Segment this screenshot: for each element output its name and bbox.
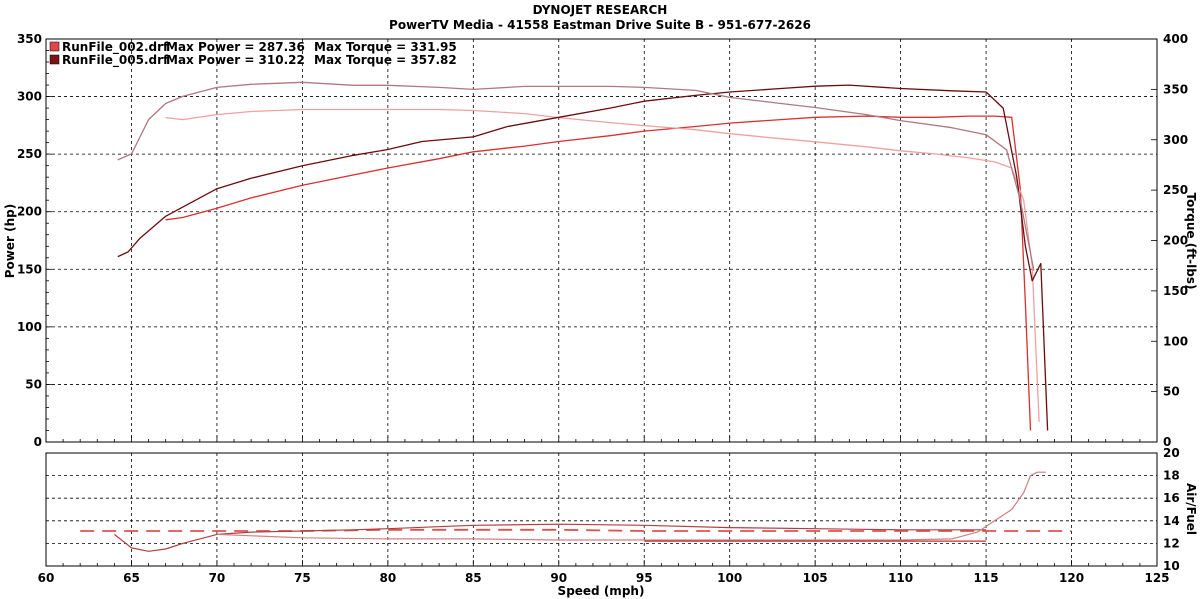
x-tick-label: 60: [38, 571, 55, 585]
x-tick-label: 90: [550, 571, 567, 585]
y-tick-label-power: 100: [17, 320, 42, 334]
y-tick-label-torque: 250: [1163, 183, 1188, 197]
x-tick-label: 120: [1059, 571, 1084, 585]
y-tick-label-torque: 100: [1163, 334, 1188, 348]
y-tick-label-afr: 18: [1163, 469, 1180, 483]
y-axis-label-power: Power (hp): [3, 204, 17, 278]
y-tick-label-torque: 150: [1163, 284, 1188, 298]
legend-max-power-run-002: Max Power = 287.36: [166, 40, 305, 54]
x-tick-label: 110: [888, 571, 913, 585]
y-axis-label-afr: Air/Fuel: [1184, 483, 1198, 535]
x-tick-label: 100: [717, 571, 742, 585]
afr-series: [80, 471, 1072, 552]
legend-max-torque-run-002: Max Torque = 331.95: [314, 40, 457, 54]
chart-title: DYNOJET RESEARCH: [532, 3, 668, 17]
y-tick-label-torque: 350: [1163, 82, 1188, 96]
series-line-2: [165, 108, 1040, 422]
power-plot-area: [45, 38, 1158, 443]
power-torque-series: [117, 81, 1049, 431]
afr-grid: [46, 453, 1157, 566]
afr-line-3: [216, 471, 1046, 541]
y-tick-label-torque: 200: [1163, 234, 1188, 248]
y-tick-label-torque: 300: [1163, 133, 1188, 147]
y-tick-label-power: 250: [17, 147, 42, 161]
axis-ticks: 60 65 70 75 80 85 90 95 100 105 110 115 120 125050100…: [17, 32, 1188, 585]
y-tick-label-afr: 10: [1163, 559, 1180, 573]
legend-swatch-run-002: [49, 41, 60, 52]
x-tick-label: 105: [803, 571, 828, 585]
x-tick-label: 65: [123, 571, 140, 585]
x-tick-label: 70: [209, 571, 226, 585]
y-tick-label-power: 0: [34, 435, 42, 449]
legend-max-torque-run-005: Max Torque = 357.82: [314, 53, 457, 67]
chart-subtitle: PowerTV Media - 41558 Eastman Drive Suit…: [389, 18, 811, 32]
y-tick-label-power: 350: [17, 32, 42, 46]
x-tick-label: 125: [1144, 571, 1169, 585]
x-tick-label: 95: [636, 571, 653, 585]
series-line-4: [117, 81, 1035, 271]
x-tick-label: 75: [294, 571, 311, 585]
series-line-1: [165, 115, 1032, 431]
y-tick-label-afr: 20: [1163, 446, 1180, 460]
legend-file-run-002: RunFile_002.drf: [62, 40, 169, 55]
power-grid: [46, 39, 1157, 442]
y-tick-label-power: 150: [17, 262, 42, 276]
x-axis-label: Speed (mph): [558, 584, 645, 598]
legend: RunFile_002.drf Max Power = 287.36 Max T…: [49, 40, 457, 68]
afr-line-2: [114, 523, 987, 552]
x-tick-label: 115: [974, 571, 999, 585]
series-line-3: [117, 84, 1049, 431]
y-tick-label-afr: 12: [1163, 536, 1180, 550]
legend-max-power-run-005: Max Power = 310.22: [166, 53, 305, 67]
legend-swatch-run-005: [49, 54, 60, 65]
y-axis-label-torque: Torque (ft-lbs): [1184, 193, 1198, 290]
y-tick-label-torque: 0: [1163, 435, 1171, 449]
y-tick-label-power: 300: [17, 90, 42, 104]
x-tick-label: 80: [379, 571, 396, 585]
y-tick-label-afr: 16: [1163, 491, 1180, 505]
y-tick-label-torque: 400: [1163, 32, 1188, 46]
y-tick-label-afr: 14: [1163, 514, 1180, 528]
afr-plot-area: [45, 452, 1158, 567]
y-tick-label-torque: 50: [1163, 385, 1180, 399]
legend-file-run-005: RunFile_005.drf: [62, 53, 169, 68]
y-tick-label-power: 50: [25, 377, 42, 391]
x-tick-label: 85: [465, 571, 482, 585]
y-tick-label-power: 200: [17, 205, 42, 219]
